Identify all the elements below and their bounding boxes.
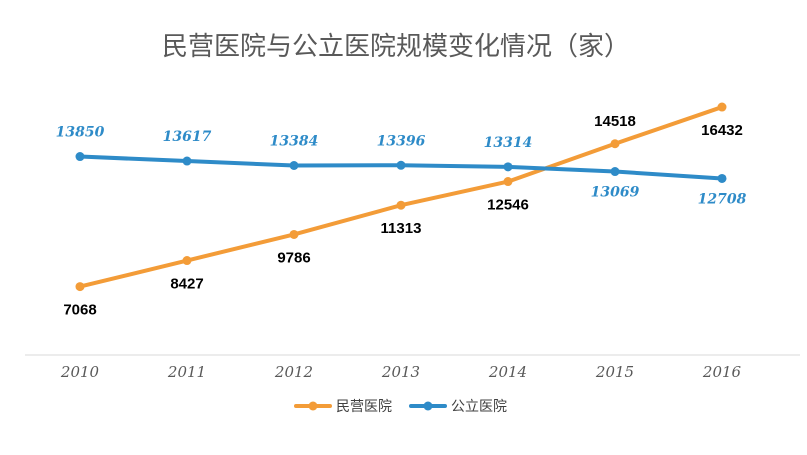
data-point-private-2016: [717, 102, 727, 112]
series-private: 7068 8427 9786 11313 12546 14518 16432: [63, 102, 743, 319]
data-label-private-2013: 11313: [381, 220, 422, 237]
x-tick-label-2014: 2014: [488, 363, 527, 381]
data-point-private-2012: [289, 229, 299, 239]
data-point-private-2010: [75, 282, 85, 292]
data-label-private-2014: 12546: [487, 197, 529, 214]
data-point-public-2016: [717, 173, 727, 183]
data-label-public-2012: 13384: [270, 133, 319, 149]
data-label-private-2015: 14518: [594, 113, 636, 130]
legend-label-private: 民营医院: [336, 399, 392, 415]
legend-item-public: 公立医院: [409, 399, 507, 415]
data-label-public-2015: 13069: [591, 185, 640, 201]
data-point-private-2013: [396, 200, 406, 210]
data-point-public-2012: [289, 160, 299, 170]
data-point-public-2013: [396, 160, 406, 170]
chart-title: 民营医院与公立医院规模变化情况（家）: [162, 32, 630, 62]
x-tick-label-2013: 2013: [381, 363, 420, 381]
data-point-public-2015: [610, 167, 620, 177]
legend-item-private: 民营医院: [294, 399, 392, 415]
legend-label-public: 公立医院: [451, 399, 507, 415]
data-point-private-2011: [182, 256, 192, 266]
data-point-public-2014: [503, 162, 513, 172]
legend: 民营医院 公立医院: [294, 399, 507, 415]
data-label-public-2013: 13396: [377, 133, 426, 149]
data-label-private-2010: 7068: [63, 302, 96, 319]
data-label-public-2011: 13617: [163, 129, 212, 145]
data-point-public-2010: [75, 152, 85, 162]
data-label-private-2016: 16432: [701, 122, 743, 139]
x-tick-label-2010: 2010: [60, 363, 100, 381]
data-label-public-2016: 12708: [698, 191, 747, 207]
data-label-public-2014: 13314: [484, 135, 533, 151]
series-layer: 7068 8427 9786 11313 12546 14518 16432 13850 136…: [56, 102, 747, 319]
x-tick-label-2016: 2016: [702, 363, 742, 381]
data-label-private-2012: 9786: [277, 249, 310, 266]
x-tick-label-2011: 2011: [167, 363, 206, 381]
legend-swatch-marker-private: [308, 401, 318, 411]
x-tick-label-2015: 2015: [595, 363, 634, 381]
series-public: 13850 13617 13384 13396 13314 13069 12708: [56, 125, 747, 208]
x-tick-label-2012: 2012: [274, 363, 313, 381]
data-label-public-2010: 13850: [56, 125, 105, 141]
data-label-private-2011: 8427: [170, 276, 203, 293]
data-point-public-2011: [182, 156, 192, 166]
data-point-private-2014: [503, 177, 513, 187]
data-point-private-2015: [610, 139, 620, 149]
x-tick-labels: 2010 2011 2012 2013 2014 2015 2016: [60, 363, 742, 381]
legend-swatch-marker-public: [423, 401, 433, 411]
